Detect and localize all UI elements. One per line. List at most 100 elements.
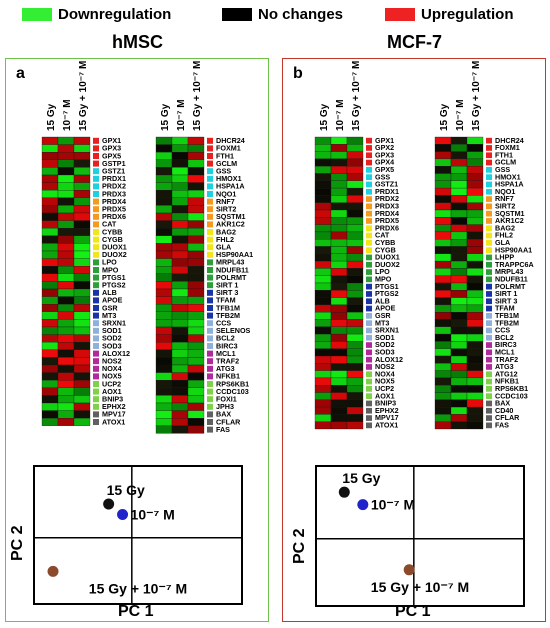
- heatmap-cell: [346, 414, 364, 422]
- heatmap-cell: [330, 399, 348, 408]
- gene-group-marker: [93, 403, 99, 410]
- heatmap-cell: [57, 288, 75, 297]
- gene-group-marker: [93, 274, 99, 281]
- heatmap-cell: [57, 174, 75, 183]
- gene-group-marker: [366, 334, 372, 341]
- gene-label: ATG3: [495, 362, 514, 371]
- gene-group-marker: [486, 283, 492, 290]
- gene-group-marker: [486, 298, 492, 305]
- gene-group-marker: [366, 225, 372, 232]
- gene-label: SOD2: [375, 340, 395, 349]
- gene-group-marker: [207, 145, 213, 152]
- gene-group-marker: [366, 298, 372, 305]
- gene-label: PRDX1: [375, 187, 399, 196]
- gene-group-marker: [366, 415, 372, 421]
- heatmap-cell: [450, 399, 468, 408]
- pca-point-label: 10⁻⁷ M: [371, 497, 415, 513]
- gene-group-marker: [366, 232, 372, 239]
- heatmap-cell: [73, 349, 91, 358]
- gene-label: CAT: [102, 220, 117, 229]
- gene-group-marker: [207, 191, 213, 197]
- gene-group-marker: [93, 373, 99, 380]
- heatmap-cell: [171, 410, 189, 419]
- heatmap-cell: [450, 166, 468, 174]
- heatmap-cell: [450, 348, 468, 357]
- heatmap-cell: [466, 392, 484, 400]
- heatmap-cell: [466, 144, 484, 152]
- gene-group-marker: [93, 160, 99, 167]
- heatmap-cell: [187, 372, 205, 381]
- gene-group-marker: [93, 168, 99, 175]
- heatmap-cell: [57, 205, 75, 214]
- gene-label: CYBB: [102, 227, 122, 236]
- gene-group-marker: [366, 196, 372, 202]
- heatmap-cell: [155, 182, 173, 191]
- heatmap-cell: [346, 406, 364, 415]
- gene-group-marker: [486, 196, 492, 202]
- gene-group-marker: [207, 267, 213, 273]
- gene-label: SIRT 3: [216, 288, 238, 297]
- heatmap-cell: [155, 136, 173, 145]
- heatmap-cell: [330, 136, 348, 145]
- gene-group-marker: [93, 297, 99, 304]
- heatmap-cell: [466, 239, 484, 247]
- heatmap-cell: [171, 380, 189, 388]
- gene-group-marker: [207, 198, 213, 205]
- heatmap-cell: [155, 235, 173, 244]
- heatmap-cell: [314, 312, 332, 320]
- heatmap-cell: [314, 151, 332, 160]
- panel-letter: a: [16, 65, 25, 82]
- gene-group-marker: [93, 358, 99, 365]
- gene-label: SIRT 3: [495, 296, 517, 305]
- heatmap-cell: [155, 220, 173, 229]
- heatmap-cell: [330, 187, 348, 196]
- gene-label: TFB1M: [216, 303, 240, 312]
- heatmap-cell: [187, 326, 205, 335]
- gene-group-marker: [207, 160, 213, 167]
- heatmap-cell: [346, 144, 364, 152]
- gene-label: ALB: [375, 296, 390, 305]
- pca-point-label: 10⁻⁷ M: [131, 506, 175, 522]
- heatmap-cell: [434, 136, 452, 145]
- heatmap-cell: [450, 187, 468, 196]
- gene-label: ATG12: [495, 369, 518, 378]
- heatmap-cell: [346, 326, 364, 335]
- gene-label: SIRT 1: [216, 281, 238, 290]
- heatmap-cell: [314, 209, 332, 218]
- legend-swatch-red: [385, 7, 415, 21]
- heatmap-cell: [450, 275, 468, 284]
- heatmap-cell: [346, 151, 364, 160]
- gene-label: NOX5: [102, 372, 122, 381]
- gene-label: CCDC103: [216, 387, 249, 396]
- heatmap-cell: [346, 290, 364, 298]
- heatmap-cell: [171, 402, 189, 411]
- gene-group-marker: [486, 269, 492, 275]
- heatmap-cell: [187, 174, 205, 183]
- gene-group-marker: [207, 320, 213, 327]
- heatmap-cell: [171, 235, 189, 244]
- heatmap-cell: [450, 239, 468, 247]
- column-label-left: 10⁻⁷ M: [335, 99, 346, 131]
- heatmap-cell: [73, 342, 91, 350]
- heatmap-cell: [346, 377, 364, 386]
- gene-group-marker: [93, 175, 99, 182]
- gene-group-marker: [207, 419, 213, 425]
- gene-group-marker: [366, 269, 372, 275]
- heatmap-cell: [346, 399, 364, 408]
- gene-group-marker: [366, 291, 372, 297]
- heatmap-cell: [57, 197, 75, 206]
- heatmap-cell: [466, 326, 484, 335]
- heatmap-cell: [57, 334, 75, 343]
- column-label-right: 10⁻⁷ M: [176, 99, 187, 131]
- heatmap-cell: [73, 273, 91, 282]
- gene-label: LPO: [375, 267, 390, 276]
- heatmap-cell: [187, 167, 205, 176]
- heatmap-cell: [346, 202, 364, 211]
- heatmap-cell: [41, 243, 59, 252]
- column-label-left: 15 Gy: [319, 103, 330, 131]
- pca-point-label: 15 Gy: [107, 482, 145, 498]
- heatmap-cell: [330, 355, 348, 364]
- heatmap-cell: [41, 296, 59, 305]
- heatmap-cell: [434, 326, 452, 335]
- gene-group-marker: [486, 393, 492, 399]
